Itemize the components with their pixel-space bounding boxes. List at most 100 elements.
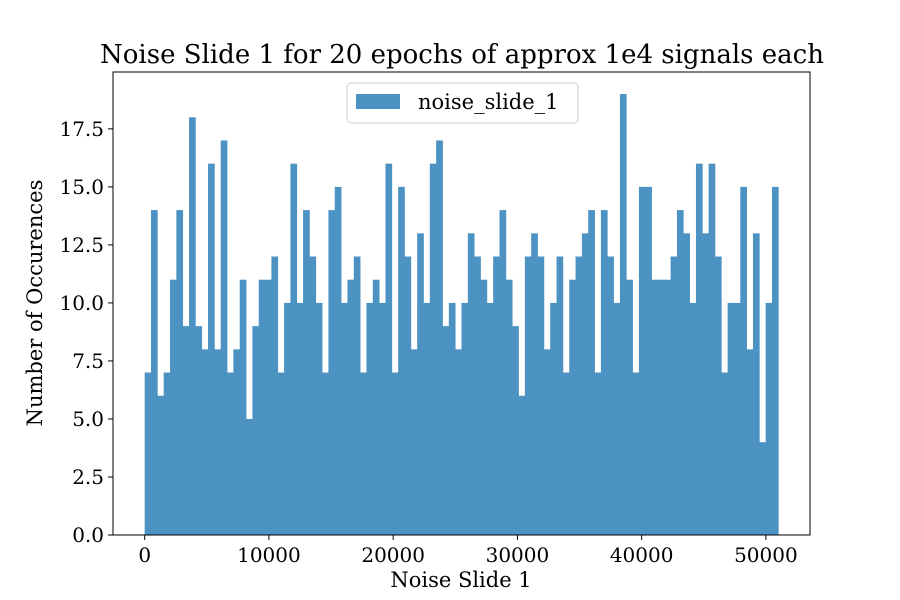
histogram-bar bbox=[670, 256, 678, 535]
histogram-bar bbox=[727, 302, 735, 535]
histogram-bar bbox=[689, 302, 697, 535]
histogram-bar bbox=[265, 279, 272, 535]
histogram-bar bbox=[347, 279, 355, 535]
y-tick-label: 17.5 bbox=[59, 117, 104, 141]
histogram-bar bbox=[189, 117, 196, 535]
histogram-bar bbox=[493, 256, 500, 535]
histogram-bar bbox=[550, 302, 557, 535]
y-axis-label: Number of Occurences bbox=[23, 180, 47, 427]
histogram-bar bbox=[379, 302, 386, 535]
histogram-bar bbox=[486, 302, 494, 535]
legend-label: noise_slide_1 bbox=[418, 90, 559, 114]
histogram-bar bbox=[144, 372, 152, 535]
histogram-bar bbox=[619, 94, 627, 536]
histogram-bar bbox=[385, 163, 393, 536]
histogram-bar bbox=[423, 302, 431, 535]
histogram-bar bbox=[607, 256, 614, 535]
y-tick-label: 2.5 bbox=[72, 465, 104, 489]
legend: noise_slide_1 bbox=[346, 82, 579, 124]
x-tick-label: 20000 bbox=[361, 543, 425, 567]
histogram-bar bbox=[366, 302, 374, 535]
histogram-bar bbox=[309, 256, 317, 535]
bars-group bbox=[144, 94, 779, 536]
histogram-bar bbox=[252, 326, 260, 535]
histogram-bar bbox=[372, 279, 380, 535]
chart-title: Noise Slide 1 for 20 epochs of approx 1e… bbox=[100, 40, 824, 70]
histogram-bar bbox=[328, 210, 336, 535]
histogram-bar bbox=[638, 186, 646, 535]
legend-swatch bbox=[356, 94, 400, 109]
x-tick-label: 50000 bbox=[734, 543, 798, 567]
histogram-bar bbox=[512, 326, 519, 535]
x-tick-label: 0 bbox=[138, 543, 151, 567]
histogram-bar bbox=[195, 326, 203, 535]
histogram-bar bbox=[303, 210, 310, 535]
histogram-bar bbox=[353, 256, 361, 535]
histogram-bar bbox=[227, 372, 234, 535]
histogram-bar bbox=[695, 163, 703, 536]
histogram-bar bbox=[201, 349, 209, 535]
histogram-bar bbox=[429, 163, 437, 536]
histogram-bar bbox=[410, 349, 418, 535]
histogram-bar bbox=[600, 210, 608, 535]
histogram-bar bbox=[651, 279, 659, 535]
histogram-bar bbox=[391, 372, 399, 535]
histogram-bar bbox=[176, 210, 184, 535]
histogram-bar bbox=[151, 210, 158, 535]
histogram-bar bbox=[626, 279, 633, 535]
x-tick-label: 10000 bbox=[237, 543, 301, 567]
histogram-bar bbox=[752, 233, 760, 536]
histogram-bar bbox=[702, 233, 709, 536]
histogram-bar bbox=[771, 186, 779, 535]
histogram-bar bbox=[518, 395, 526, 535]
x-tick-label: 30000 bbox=[486, 543, 550, 567]
histogram-bar bbox=[556, 256, 564, 535]
histogram-bar bbox=[182, 326, 190, 535]
histogram-bar bbox=[505, 279, 513, 535]
histogram-bar bbox=[759, 442, 766, 535]
histogram-bar bbox=[524, 256, 532, 535]
histogram-bar bbox=[360, 372, 367, 535]
x-axis: 0 10000 20000 30000 40000 50000 bbox=[138, 535, 798, 567]
histogram-bar bbox=[233, 349, 241, 535]
x-axis-label: Noise Slide 1 bbox=[390, 568, 531, 592]
histogram-bar bbox=[417, 233, 424, 536]
histogram-bar bbox=[239, 279, 247, 535]
y-tick-label: 15.0 bbox=[59, 175, 104, 199]
histogram-bar bbox=[467, 233, 475, 536]
histogram-bar bbox=[290, 163, 298, 536]
histogram-bar bbox=[575, 256, 583, 535]
x-tick-label: 40000 bbox=[610, 543, 674, 567]
y-tick-label: 5.0 bbox=[72, 407, 104, 431]
histogram-bar bbox=[588, 210, 595, 535]
histogram-bar bbox=[214, 349, 222, 535]
histogram-bar bbox=[277, 372, 285, 535]
histogram-bar bbox=[157, 395, 165, 535]
histogram-bar bbox=[246, 418, 253, 535]
histogram-bar bbox=[296, 302, 304, 535]
histogram-bar bbox=[562, 372, 570, 535]
y-tick-label: 0.0 bbox=[72, 523, 104, 547]
y-axis: 0.0 2.5 5.0 7.5 10.0 12.5 15.0 17.5 bbox=[59, 117, 113, 547]
histogram-bar bbox=[683, 233, 690, 536]
histogram-bar bbox=[733, 302, 741, 535]
histogram-bar bbox=[448, 302, 456, 535]
histogram-bar bbox=[334, 186, 342, 535]
histogram-bar bbox=[341, 302, 348, 535]
histogram-bar bbox=[569, 279, 576, 535]
histogram-bar bbox=[746, 349, 754, 535]
histogram-bar bbox=[271, 256, 279, 535]
histogram-bar bbox=[404, 256, 412, 535]
histogram-bar bbox=[398, 186, 405, 535]
histogram-bar bbox=[721, 372, 728, 535]
histogram-bar bbox=[163, 372, 171, 535]
histogram-bar bbox=[455, 349, 462, 535]
histogram-bar bbox=[594, 372, 602, 535]
histogram-bar bbox=[714, 256, 722, 535]
histogram-bar bbox=[740, 186, 747, 535]
histogram-bar bbox=[499, 210, 507, 535]
histogram-bar bbox=[322, 372, 329, 535]
y-tick-label: 10.0 bbox=[59, 291, 104, 315]
histogram-bar bbox=[284, 302, 291, 535]
histogram-bar bbox=[664, 279, 671, 535]
